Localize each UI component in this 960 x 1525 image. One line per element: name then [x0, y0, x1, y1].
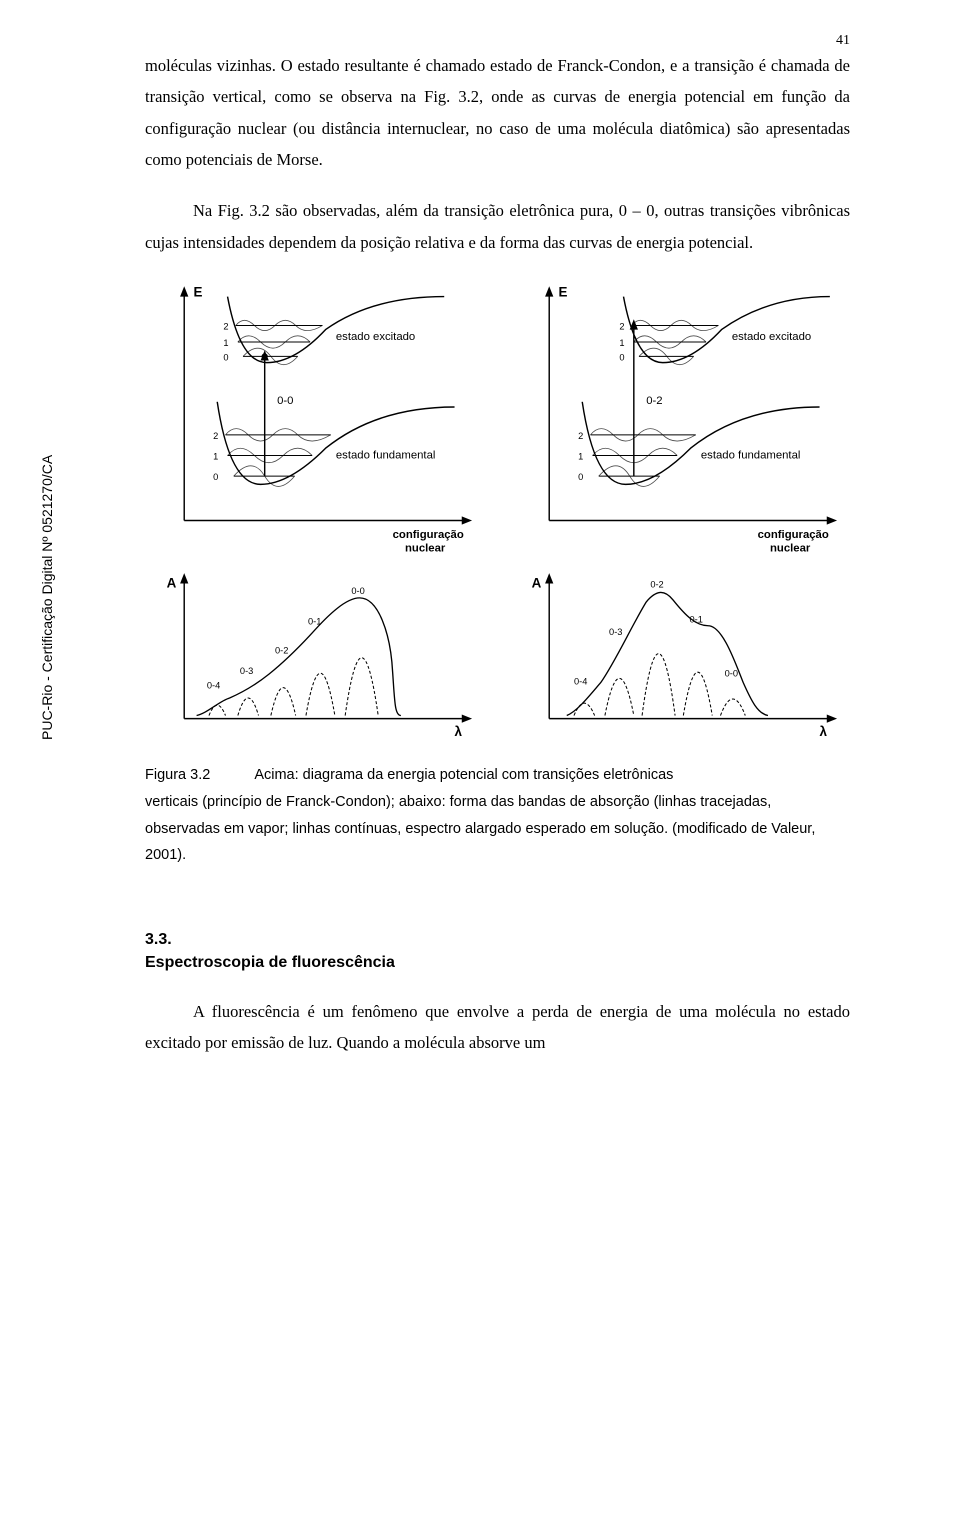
- figure-caption: Figura 3.2 Acima: diagrama da energia po…: [145, 762, 850, 869]
- energy-diagram-left: E 2 1 0 estado excitado: [145, 278, 486, 557]
- energy-diagram-right: E 2 1 0 estado excitado: [510, 278, 851, 557]
- body-paragraph-1: moléculas vizinhas. O estado resultante …: [145, 50, 850, 175]
- svg-text:0-4: 0-4: [207, 680, 220, 690]
- svg-text:1: 1: [578, 452, 583, 462]
- transition-label-left: 0-0: [277, 395, 293, 407]
- svg-text:E: E: [558, 285, 567, 300]
- axis-e-label: E: [194, 285, 203, 300]
- svg-text:2: 2: [578, 431, 583, 441]
- svg-text:2: 2: [619, 322, 624, 332]
- svg-text:λ: λ: [455, 724, 463, 739]
- svg-text:0-3: 0-3: [240, 666, 253, 676]
- body-paragraph-3: A fluorescência é um fenômeno que envolv…: [145, 996, 850, 1059]
- svg-text:estado excitado: estado excitado: [731, 331, 810, 343]
- svg-text:1: 1: [213, 452, 218, 462]
- svg-text:0: 0: [213, 472, 218, 482]
- section-number: 3.3.: [145, 929, 850, 951]
- figure-3-2: E 2 1 0 estado excitado: [145, 278, 850, 869]
- section-heading: 3.3. Espectroscopia de fluorescência: [145, 929, 850, 974]
- svg-text:0-0: 0-0: [351, 585, 364, 595]
- caption-text-rest: verticais (princípio de Franck-Condon); …: [145, 789, 850, 869]
- svg-text:0-0: 0-0: [724, 668, 737, 678]
- transition-label-right: 0-2: [646, 395, 662, 407]
- spectrum-left: A λ 0-4 0-3 0-2 0-1 0-0: [145, 569, 486, 744]
- svg-text:nuclear: nuclear: [770, 542, 811, 554]
- page-number: 41: [836, 28, 850, 55]
- caption-text-first: Acima: diagrama da energia potencial com…: [254, 767, 673, 783]
- caption-label: Figura 3.2: [145, 767, 210, 783]
- svg-text:0-1: 0-1: [308, 616, 321, 626]
- svg-text:λ: λ: [819, 724, 827, 739]
- svg-text:A: A: [167, 575, 177, 590]
- svg-text:0-3: 0-3: [609, 627, 622, 637]
- svg-text:2: 2: [223, 322, 228, 332]
- svg-text:1: 1: [223, 338, 228, 348]
- certification-stamp: PUC-Rio - Certificação Digital Nº 052127…: [34, 455, 61, 740]
- svg-text:estado fundamental: estado fundamental: [700, 450, 800, 462]
- svg-text:configuração: configuração: [393, 529, 464, 541]
- excited-state-label: estado excitado: [336, 331, 415, 343]
- svg-text:0: 0: [619, 353, 624, 363]
- svg-text:0: 0: [223, 353, 228, 363]
- svg-text:2: 2: [213, 431, 218, 441]
- svg-text:1: 1: [619, 338, 624, 348]
- svg-text:0-4: 0-4: [573, 676, 586, 686]
- svg-text:0-2: 0-2: [650, 579, 663, 589]
- ground-state-label: estado fundamental: [336, 450, 436, 462]
- svg-text:configuração: configuração: [757, 529, 828, 541]
- spectrum-right: A λ 0-4 0-3 0-2 0-1 0-0: [510, 569, 851, 744]
- svg-text:A: A: [531, 575, 541, 590]
- svg-text:0-1: 0-1: [689, 614, 702, 624]
- svg-text:0: 0: [578, 472, 583, 482]
- body-paragraph-2: Na Fig. 3.2 são observadas, além da tran…: [145, 195, 850, 258]
- energy-diagram-row: E 2 1 0 estado excitado: [145, 278, 850, 557]
- svg-text:nuclear: nuclear: [405, 542, 446, 554]
- section-title: Espectroscopia de fluorescência: [145, 952, 850, 974]
- spectrum-row: A λ 0-4 0-3 0-2 0-1 0-0: [145, 569, 850, 744]
- svg-text:0-2: 0-2: [275, 645, 288, 655]
